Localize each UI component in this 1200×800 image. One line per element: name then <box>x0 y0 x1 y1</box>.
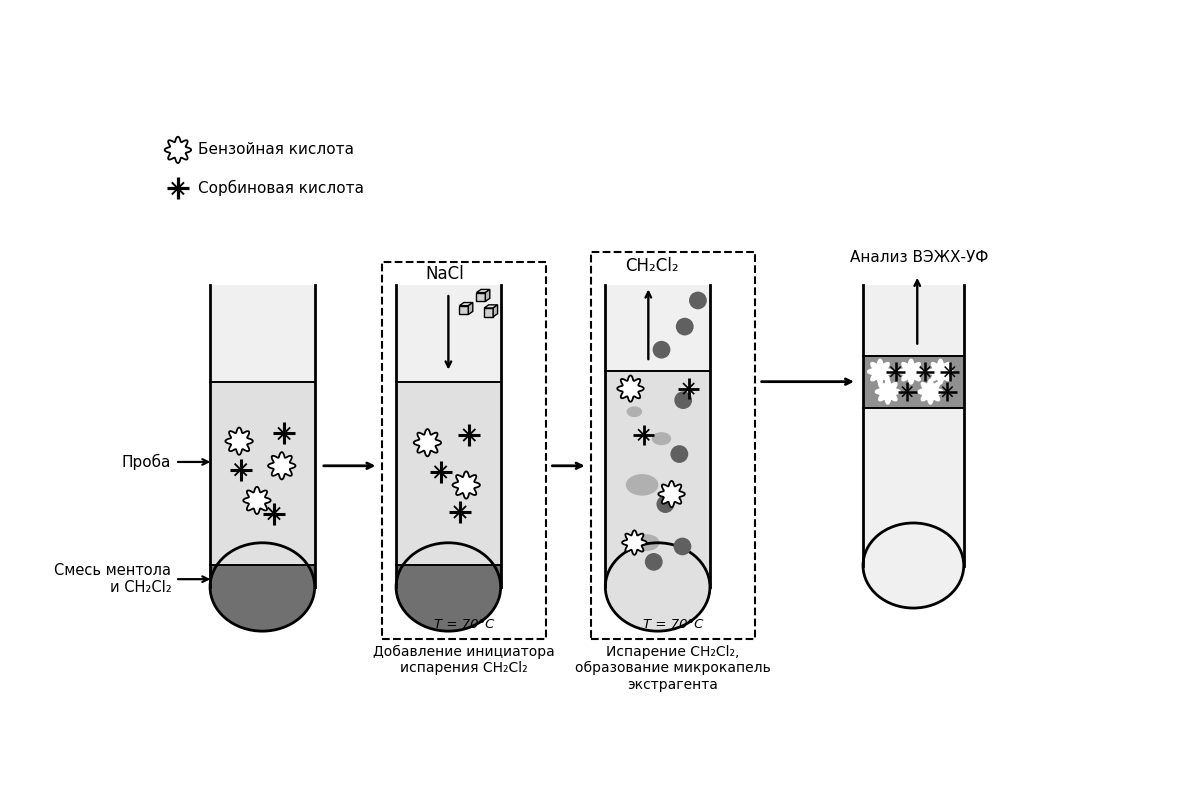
Circle shape <box>653 341 671 358</box>
Polygon shape <box>226 427 253 454</box>
Ellipse shape <box>863 523 964 608</box>
Polygon shape <box>617 375 643 402</box>
Text: CH₂Cl₂: CH₂Cl₂ <box>625 257 679 275</box>
Text: Сорбиновая кислота: Сорбиновая кислота <box>198 180 364 197</box>
Ellipse shape <box>626 474 659 496</box>
Bar <box>396 566 500 587</box>
Polygon shape <box>268 452 295 479</box>
Polygon shape <box>929 359 953 384</box>
Polygon shape <box>876 379 900 404</box>
Polygon shape <box>659 481 685 507</box>
Text: T = 70°C: T = 70°C <box>643 618 703 631</box>
Circle shape <box>689 291 707 310</box>
Polygon shape <box>414 429 442 456</box>
Bar <box>476 293 485 302</box>
Polygon shape <box>485 290 490 302</box>
Ellipse shape <box>626 406 642 417</box>
Polygon shape <box>622 530 647 555</box>
Bar <box>210 566 314 587</box>
Circle shape <box>674 391 692 409</box>
Ellipse shape <box>605 542 710 631</box>
Polygon shape <box>899 359 923 384</box>
Bar <box>210 285 314 382</box>
Text: Смесь ментола
и CH₂Cl₂: Смесь ментола и CH₂Cl₂ <box>54 563 172 595</box>
Polygon shape <box>460 302 473 306</box>
Ellipse shape <box>210 542 314 631</box>
Text: NaCl: NaCl <box>425 265 464 283</box>
Circle shape <box>656 495 674 513</box>
Text: Проба: Проба <box>122 454 172 470</box>
Bar <box>605 285 710 371</box>
Polygon shape <box>468 302 473 314</box>
Bar <box>863 285 964 356</box>
Circle shape <box>644 553 662 570</box>
Polygon shape <box>493 305 498 317</box>
Polygon shape <box>476 290 490 293</box>
Bar <box>396 542 500 587</box>
Ellipse shape <box>396 542 500 631</box>
Bar <box>382 262 546 639</box>
Bar <box>605 371 710 587</box>
Text: T = 70°C: T = 70°C <box>433 618 494 631</box>
Polygon shape <box>868 359 893 384</box>
Bar <box>396 285 500 382</box>
Polygon shape <box>164 137 191 163</box>
Polygon shape <box>244 487 271 514</box>
Bar <box>396 382 500 566</box>
Text: Испарение CH₂Cl₂,
образование микрокапель
экстрагента: Испарение CH₂Cl₂, образование микрокапел… <box>575 645 772 691</box>
Polygon shape <box>452 471 480 498</box>
Bar <box>210 382 314 566</box>
Ellipse shape <box>632 534 660 551</box>
Bar <box>210 542 314 587</box>
Circle shape <box>671 445 689 463</box>
Polygon shape <box>485 305 498 308</box>
Ellipse shape <box>652 432 671 445</box>
Polygon shape <box>918 379 943 404</box>
Text: Анализ ВЭЖХ-УФ: Анализ ВЭЖХ-УФ <box>851 250 989 265</box>
Bar <box>863 407 964 566</box>
Bar <box>460 306 468 314</box>
Text: Бензойная кислота: Бензойная кислота <box>198 142 354 158</box>
Circle shape <box>673 538 691 555</box>
Bar <box>863 356 964 407</box>
Text: Добавление инициатора
испарения CH₂Cl₂: Добавление инициатора испарения CH₂Cl₂ <box>373 645 554 675</box>
Bar <box>485 308 493 317</box>
Bar <box>592 252 755 639</box>
Circle shape <box>676 318 694 335</box>
